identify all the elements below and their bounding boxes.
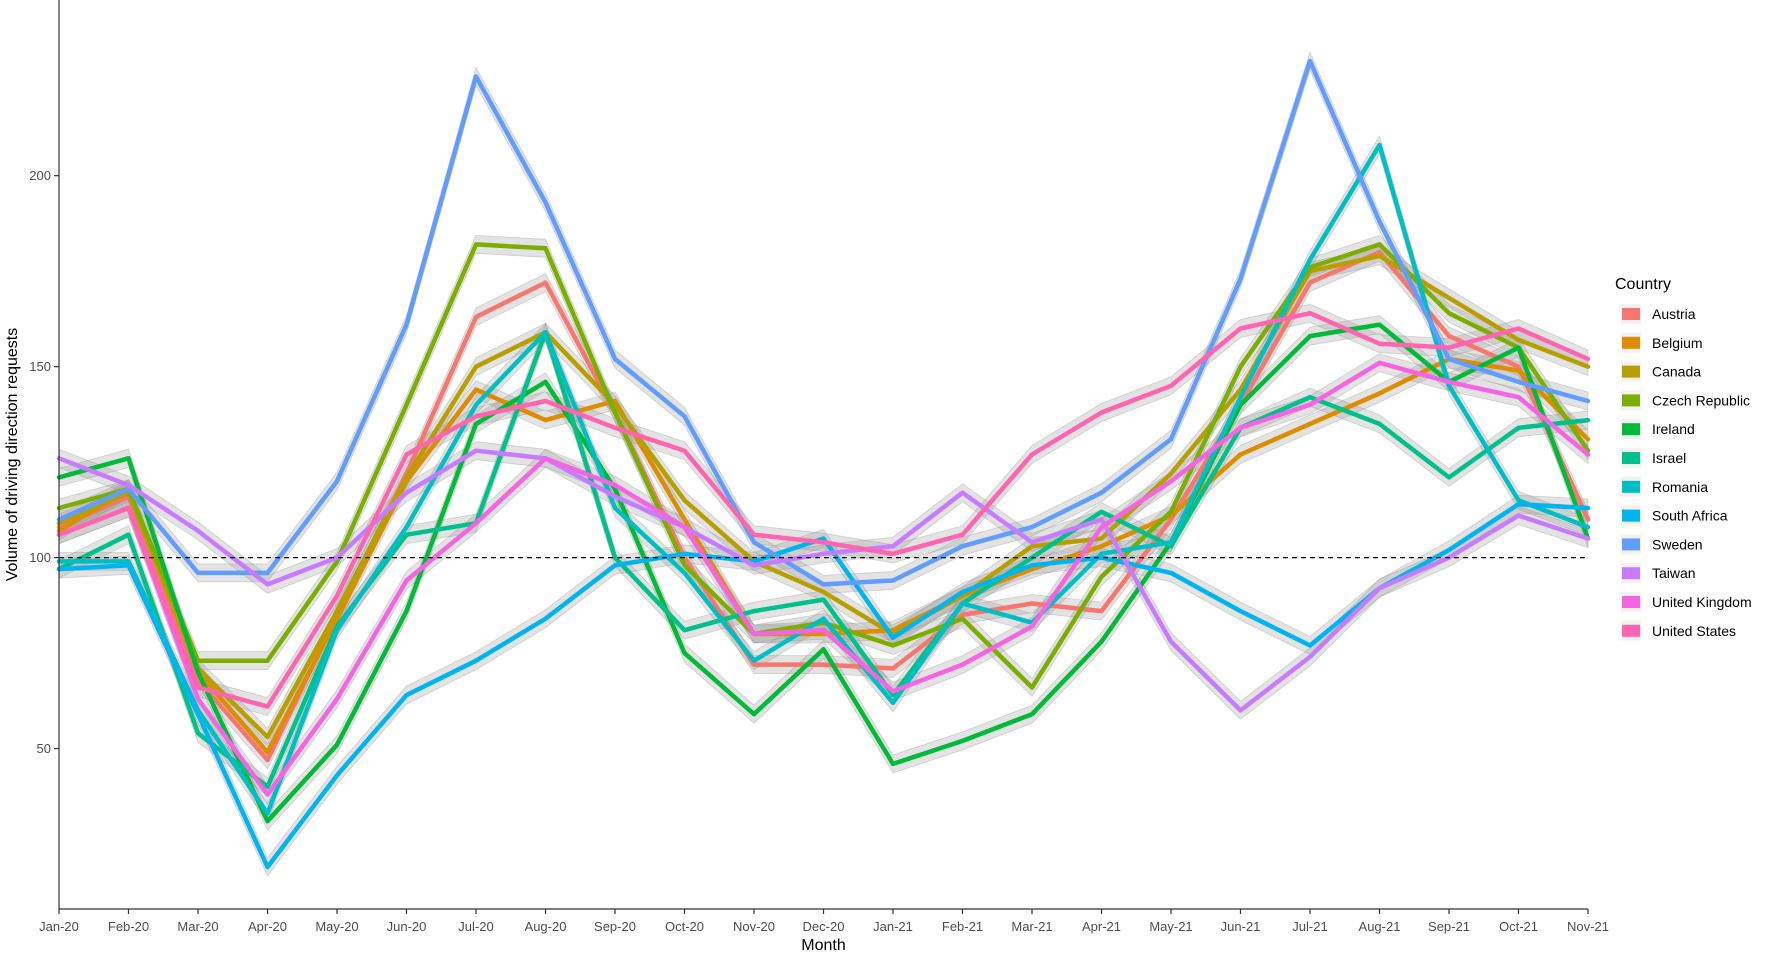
legend-label: Canada <box>1652 364 1701 380</box>
y-tick-label: 50 <box>37 741 51 756</box>
y-tick-label: 100 <box>29 550 51 565</box>
legend-swatch <box>1622 308 1640 320</box>
x-tick-label: Nov-21 <box>1567 919 1609 934</box>
x-tick-label: Feb-20 <box>108 919 149 934</box>
y-tick-label: 200 <box>29 168 51 183</box>
y-axis-title: Volume of driving direction requests <box>4 328 21 581</box>
legend: Country Austria Belgium Canada Czech Republ… <box>1615 276 1752 641</box>
series-line-united-states <box>56 310 1591 709</box>
series-line-south-africa <box>56 501 1591 870</box>
x-tick-label: Jan-21 <box>873 919 913 934</box>
legend-swatch <box>1622 624 1640 637</box>
x-tick-label: Apr-20 <box>248 919 287 934</box>
confidence-band-czech-republic <box>58 234 1589 698</box>
legend-swatch <box>1622 336 1640 349</box>
legend-label: United Kingdom <box>1652 594 1752 610</box>
x-tick-label: Sep-20 <box>594 919 636 934</box>
series-line-romania <box>56 142 1591 816</box>
legend-swatch <box>1622 567 1640 580</box>
legend-swatch <box>1622 596 1640 608</box>
x-axis-title: Month <box>801 937 845 954</box>
x-tick-label: Aug-21 <box>1359 919 1401 934</box>
x-tick-label: Mar-20 <box>177 919 218 934</box>
x-tick-label: Sep-21 <box>1428 919 1470 934</box>
x-tick-label: Dec-20 <box>803 919 845 934</box>
x-tick-label: Mar-21 <box>1011 919 1052 934</box>
legend-label: United States <box>1652 623 1736 639</box>
legend-swatch <box>1622 394 1640 407</box>
x-tick-label: Jan-20 <box>39 919 79 934</box>
series-line-united-kingdom <box>56 360 1591 797</box>
x-tick-label: Aug-20 <box>525 919 567 934</box>
series-lines <box>56 58 1591 870</box>
series-line-belgium <box>56 356 1591 755</box>
legend-title: Country <box>1615 276 1671 293</box>
confidence-band-sweden <box>58 50 1589 594</box>
legend-label: Romania <box>1652 479 1708 495</box>
x-tick-label: Jul-20 <box>458 919 493 934</box>
x-axis-ticks: Jan-20 Feb-20 Mar-20 Apr-20 May-20 Jun-20 Jul-… <box>39 909 1609 934</box>
y-axis-ticks: 50 100 150 200 <box>29 168 59 756</box>
series-line-taiwan <box>56 448 1591 713</box>
series-line-israel <box>56 330 1591 790</box>
series-line-ireland <box>56 322 1591 824</box>
legend-label: South Africa <box>1652 508 1728 524</box>
x-tick-label: May-20 <box>315 919 358 934</box>
legend-swatch <box>1622 480 1640 493</box>
legend-label: Ireland <box>1652 421 1695 437</box>
y-tick-label: 150 <box>29 359 51 374</box>
x-tick-label: Oct-21 <box>1499 919 1538 934</box>
legend-swatch <box>1622 509 1640 522</box>
legend-label: Czech Republic <box>1652 392 1750 408</box>
x-tick-label: Jul-21 <box>1292 919 1327 934</box>
series-line-canada <box>56 253 1591 740</box>
x-tick-label: Jun-20 <box>387 919 427 934</box>
x-tick-label: Apr-21 <box>1082 919 1121 934</box>
legend-label: Israel <box>1652 450 1686 466</box>
confidence-band-united-kingdom <box>58 353 1589 805</box>
x-tick-label: Nov-20 <box>733 919 775 934</box>
x-tick-label: Jun-21 <box>1221 919 1261 934</box>
x-tick-label: Feb-21 <box>942 919 983 934</box>
series-line-czech-republic <box>56 242 1591 690</box>
legend-swatch <box>1622 538 1640 551</box>
legend-label: Sweden <box>1652 536 1703 552</box>
legend-label: Taiwan <box>1652 565 1696 581</box>
legend-swatch <box>1622 423 1640 436</box>
x-tick-label: May-21 <box>1149 919 1192 934</box>
series-line-sweden <box>56 58 1591 587</box>
legend-label: Belgium <box>1652 335 1703 351</box>
legend-swatch <box>1622 452 1640 464</box>
x-tick-label: Oct-20 <box>665 919 704 934</box>
legend-label: Austria <box>1652 306 1696 322</box>
legend-swatch <box>1622 365 1640 378</box>
